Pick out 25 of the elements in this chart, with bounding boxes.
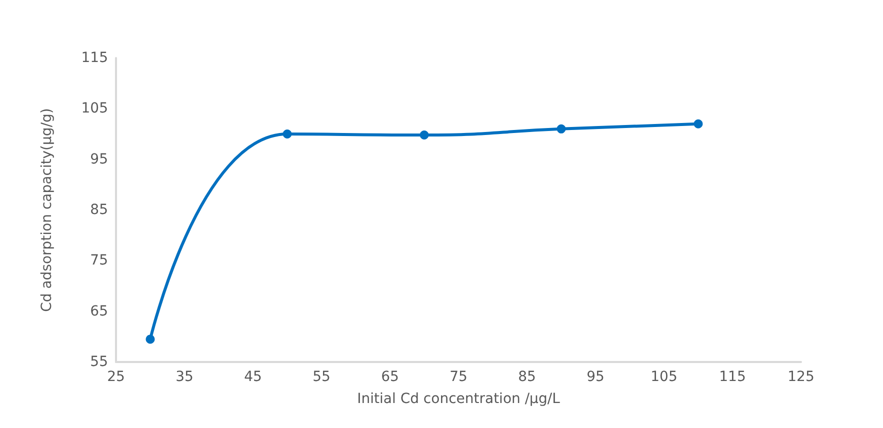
x-tick-label: 95 (586, 369, 604, 385)
point (146, 334, 155, 344)
x-tick-label: 85 (518, 369, 536, 385)
x-tick-label: 25 (107, 369, 125, 385)
point (694, 119, 703, 128)
x-tick-label: 115 (719, 369, 746, 385)
x-tick-label: 65 (381, 369, 399, 385)
x-tick-label: 45 (244, 369, 262, 385)
point (420, 130, 429, 140)
point (282, 130, 292, 138)
x-tick-label: 75 (450, 369, 468, 385)
x-axis-title: Initial Cd concentration /μg/L (357, 391, 560, 407)
y-tick-label: 65 (90, 303, 108, 320)
x-tick-label: 125 (788, 369, 814, 385)
y-tick-label: 105 (81, 100, 108, 117)
y-axis-title: Cd adsorption capacity(μg/g) (39, 108, 55, 312)
y-tick-label: 55 (90, 354, 108, 370)
point (556, 124, 566, 134)
y-tick-label: 75 (90, 252, 108, 269)
x-tick-label: 35 (176, 369, 194, 385)
y-tick-label: 85 (90, 202, 108, 218)
x-tick-label: 105 (650, 369, 678, 385)
x-tick-label: 55 (312, 369, 330, 385)
y-tick-label: 95 (90, 151, 108, 168)
y-tick-label: 115 (81, 50, 108, 66)
